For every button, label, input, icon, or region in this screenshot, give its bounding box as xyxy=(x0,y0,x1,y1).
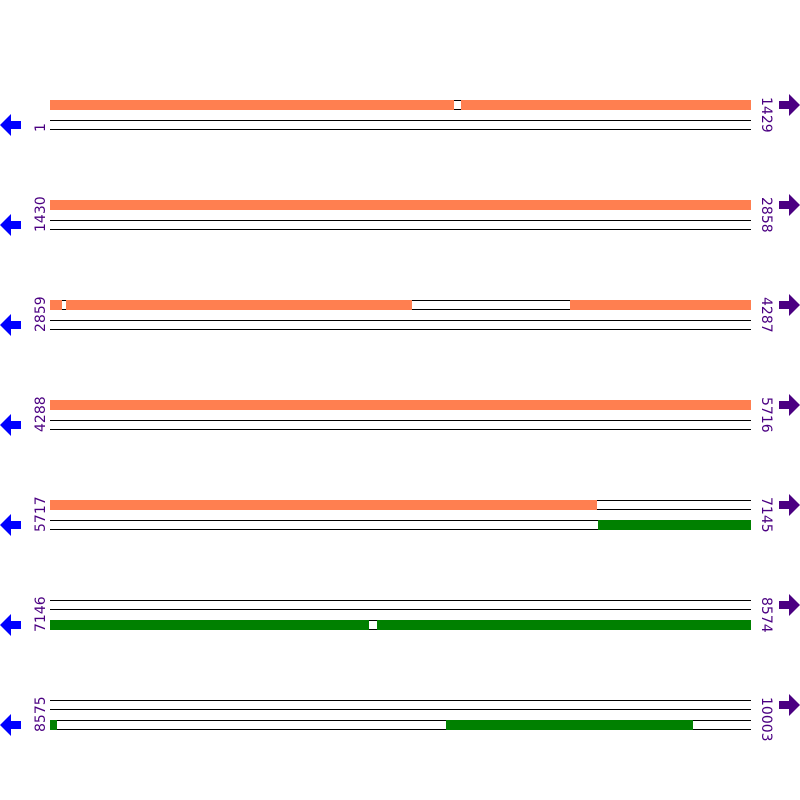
reverse-strand-track xyxy=(50,120,751,130)
arrow-right-icon[interactable] xyxy=(779,93,800,117)
row-start-label: 1 xyxy=(33,123,49,132)
reverse-feature[interactable] xyxy=(377,620,751,630)
reverse-strand-track xyxy=(50,720,751,730)
row-end-label: 5716 xyxy=(758,397,774,433)
row-start-label: 5717 xyxy=(33,496,49,532)
forward-strand-track xyxy=(50,100,751,110)
sequence-row: 1430 2858 xyxy=(0,194,800,240)
reverse-strand-track xyxy=(50,420,751,430)
sequence-row: 2859 4287 xyxy=(0,294,800,340)
row-end-label: 10003 xyxy=(758,697,774,742)
forward-strand-track xyxy=(50,200,751,210)
row-end-label: 4287 xyxy=(758,297,774,333)
forward-feature[interactable] xyxy=(50,500,597,510)
row-end-label: 1429 xyxy=(758,97,774,133)
forward-strand-track xyxy=(50,400,751,410)
arrow-right-icon[interactable] xyxy=(779,493,800,517)
row-start-label: 4288 xyxy=(33,396,49,432)
reverse-strand-track xyxy=(50,320,751,330)
arrow-left-icon[interactable] xyxy=(0,313,22,337)
arrow-right-icon[interactable] xyxy=(779,593,800,617)
forward-feature[interactable] xyxy=(570,300,751,310)
arrow-right-icon[interactable] xyxy=(779,393,800,417)
forward-feature[interactable] xyxy=(50,200,751,210)
arrow-left-icon[interactable] xyxy=(0,213,22,237)
row-start-label: 2859 xyxy=(33,296,49,332)
forward-feature[interactable] xyxy=(65,300,413,310)
arrow-left-icon[interactable] xyxy=(0,713,22,737)
arrow-right-icon[interactable] xyxy=(779,293,800,317)
row-start-label: 1430 xyxy=(33,196,49,232)
row-start-label: 7146 xyxy=(33,596,49,632)
arrow-left-icon[interactable] xyxy=(0,613,22,637)
row-end-label: 8574 xyxy=(758,597,774,633)
sequence-row: 1 1429 xyxy=(0,94,800,140)
arrow-right-icon[interactable] xyxy=(779,193,800,217)
forward-strand-track xyxy=(50,500,751,510)
arrow-left-icon[interactable] xyxy=(0,513,22,537)
forward-strand-track xyxy=(50,300,751,310)
forward-feature[interactable] xyxy=(50,400,751,410)
sequence-row: 7146 8574 xyxy=(0,594,800,640)
sequence-row: 5717 7145 xyxy=(0,494,800,540)
reverse-strand-track xyxy=(50,620,751,630)
forward-strand-track xyxy=(50,600,751,610)
sequence-row: 4288 5716 xyxy=(0,394,800,440)
forward-feature[interactable] xyxy=(50,300,63,310)
row-end-label: 7145 xyxy=(758,497,774,533)
reverse-feature[interactable] xyxy=(446,720,694,730)
row-end-label: 2858 xyxy=(758,197,774,233)
reverse-feature[interactable] xyxy=(598,520,751,530)
reverse-feature[interactable] xyxy=(50,620,369,630)
sequence-row: 8575 10003 xyxy=(0,694,800,742)
reverse-feature[interactable] xyxy=(50,720,58,730)
row-start-label: 8575 xyxy=(33,696,49,732)
forward-feature[interactable] xyxy=(460,100,751,110)
arrow-right-icon[interactable] xyxy=(779,693,800,717)
forward-strand-track xyxy=(50,700,751,710)
arrow-left-icon[interactable] xyxy=(0,113,22,137)
arrow-left-icon[interactable] xyxy=(0,413,22,437)
reverse-strand-track xyxy=(50,520,751,530)
forward-feature[interactable] xyxy=(50,100,454,110)
reverse-strand-track xyxy=(50,220,751,230)
